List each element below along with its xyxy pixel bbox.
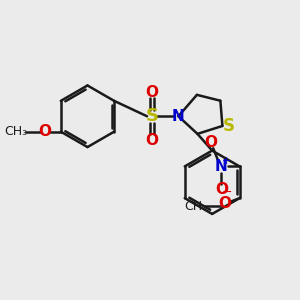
Text: O: O bbox=[218, 196, 231, 211]
Text: −: − bbox=[221, 186, 232, 199]
Text: CH₃: CH₃ bbox=[184, 200, 207, 213]
Text: O: O bbox=[215, 182, 228, 197]
Text: N: N bbox=[215, 159, 228, 174]
Text: N: N bbox=[172, 109, 185, 124]
Text: +: + bbox=[222, 156, 231, 166]
Text: S: S bbox=[146, 107, 158, 125]
Text: O: O bbox=[146, 85, 158, 100]
Text: CH₃: CH₃ bbox=[5, 124, 28, 138]
Text: O: O bbox=[205, 135, 218, 150]
Text: O: O bbox=[146, 133, 158, 148]
Text: S: S bbox=[223, 117, 235, 135]
Text: O: O bbox=[38, 124, 51, 139]
